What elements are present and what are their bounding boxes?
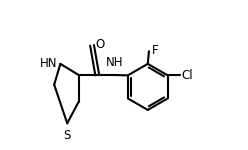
Text: F: F — [152, 44, 158, 57]
Text: S: S — [63, 129, 71, 142]
Text: Cl: Cl — [181, 69, 193, 82]
Text: NH: NH — [106, 56, 124, 69]
Text: O: O — [95, 38, 105, 51]
Text: HN: HN — [40, 57, 57, 70]
